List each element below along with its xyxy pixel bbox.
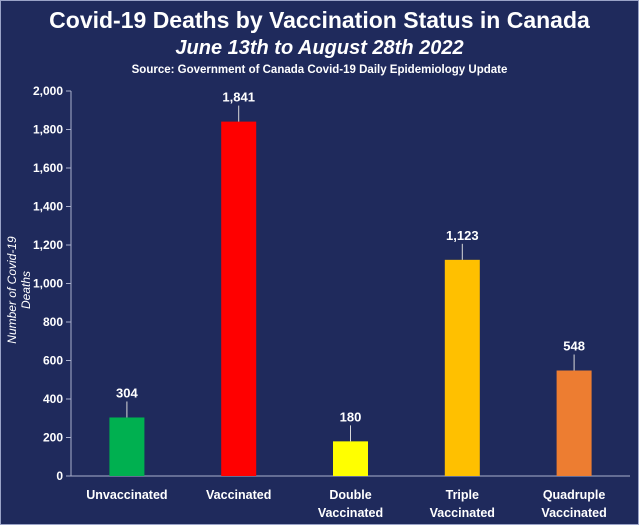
- data-label: 548: [563, 339, 585, 354]
- y-tick-label: 600: [43, 354, 63, 368]
- bar: [333, 441, 368, 476]
- x-tick-label: Vaccinated: [206, 488, 271, 502]
- data-label: 1,841: [222, 90, 255, 105]
- y-tick-label: 200: [43, 431, 63, 445]
- x-tick-label: Triple: [446, 488, 479, 502]
- y-tick-label: 1,800: [33, 123, 63, 137]
- y-tick-label: 0: [56, 469, 63, 483]
- chart-title: Covid-19 Deaths by Vaccination Status in…: [49, 7, 590, 33]
- y-tick-label: 1,600: [33, 161, 63, 175]
- data-label: 304: [116, 385, 138, 400]
- y-tick-label: 1,000: [33, 277, 63, 291]
- bar: [556, 370, 592, 476]
- y-tick-label: 1,200: [33, 238, 63, 252]
- data-label: 1,123: [446, 228, 479, 243]
- x-tick-label: Double: [329, 488, 371, 502]
- x-tick-label: Vaccinated: [318, 506, 383, 520]
- y-tick-label: 400: [43, 392, 63, 406]
- y-tick-label: 1,400: [33, 200, 63, 214]
- y-tick-label: 2,000: [33, 84, 63, 98]
- data-label: 180: [340, 409, 362, 424]
- x-tick-label: Vaccinated: [430, 506, 495, 520]
- chart-subtitle: June 13th to August 28th 2022: [175, 37, 464, 59]
- x-tick-label: Quadruple: [543, 488, 606, 502]
- bar: [221, 121, 257, 477]
- x-tick-label: Unvaccinated: [86, 488, 167, 502]
- bar: [444, 259, 480, 476]
- y-tick-label: 800: [43, 315, 63, 329]
- bar: [109, 417, 145, 476]
- x-tick-label: Vaccinated: [541, 506, 606, 520]
- chart-source: Source: Government of Canada Covid-19 Da…: [131, 64, 508, 76]
